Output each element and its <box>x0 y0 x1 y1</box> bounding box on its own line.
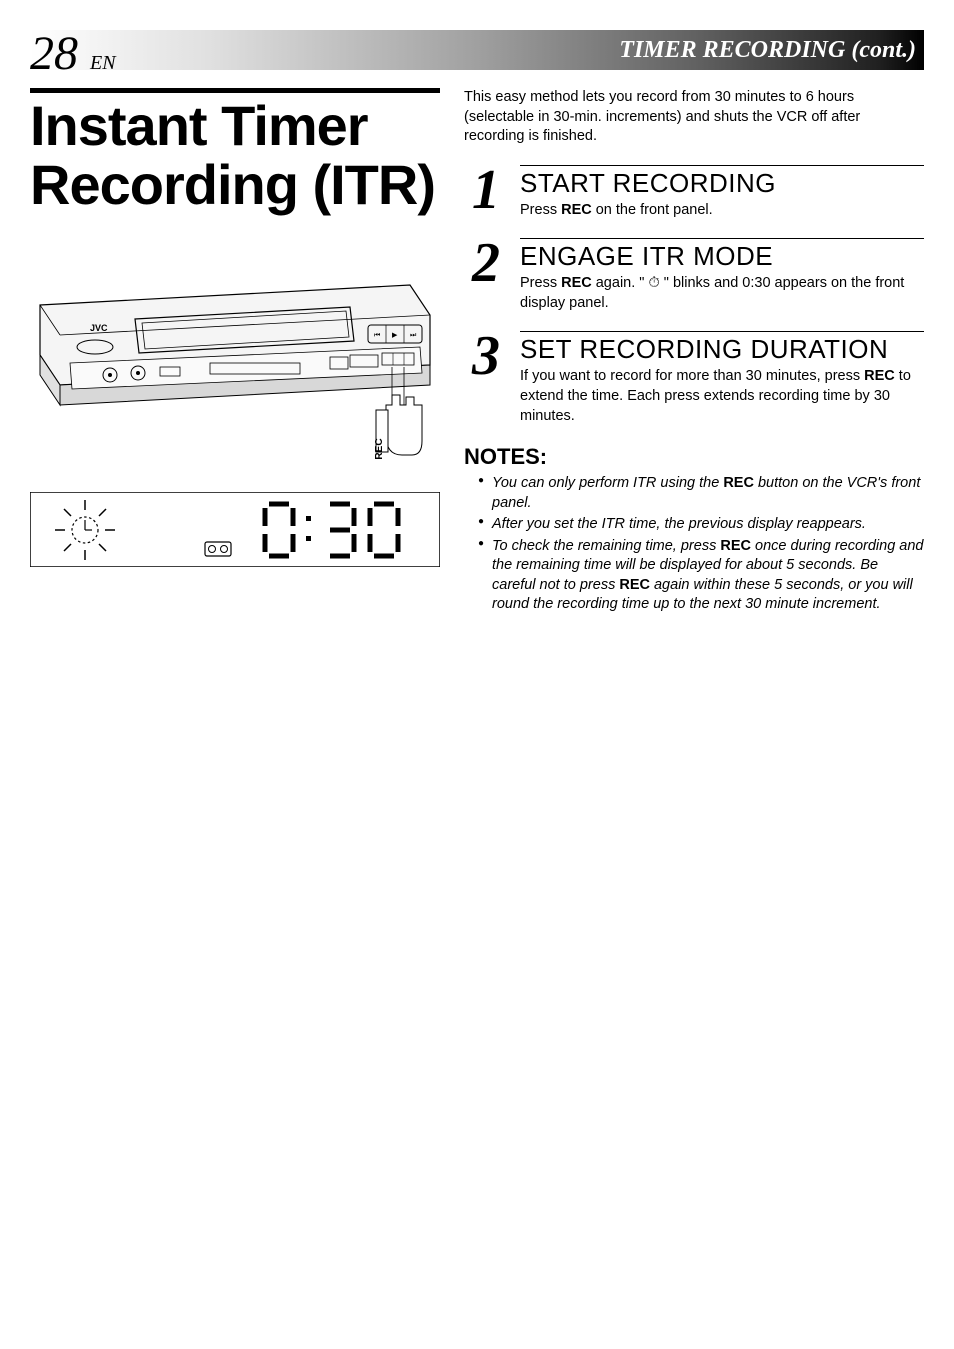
step-number: 3 <box>464 331 508 426</box>
intro-text: This easy method lets you record from 30… <box>464 88 924 147</box>
vcr-svg: JVC ⏮ ▶ ⏭ <box>30 255 440 475</box>
step-number: 2 <box>464 238 508 313</box>
page-number-value: 28 <box>30 27 78 80</box>
clock-blink-icon <box>55 500 115 560</box>
main-title: Instant Timer Recording (ITR) <box>30 97 440 215</box>
vcr-brand-label: JVC <box>90 323 108 333</box>
step-title: ENGAGE ITR MODE <box>520 241 924 272</box>
svg-text:⏮: ⏮ <box>374 332 380 339</box>
step-1: 1 START RECORDING Press REC on the front… <box>464 165 924 221</box>
step-title: START RECORDING <box>520 168 924 199</box>
notes-heading: NOTES: <box>464 444 924 470</box>
svg-text:▶: ▶ <box>392 332 398 339</box>
title-rule <box>30 88 440 93</box>
vcr-illustration: JVC ⏮ ▶ ⏭ <box>30 255 440 572</box>
note-item: After you set the ITR time, the previous… <box>478 515 924 535</box>
page-lang: EN <box>90 52 116 74</box>
header-bar: 28 EN TIMER RECORDING (cont.) <box>30 30 924 70</box>
content-columns: Instant Timer Recording (ITR) JVC <box>30 88 924 617</box>
svg-text:⏭: ⏭ <box>410 332 417 339</box>
note-item: You can only perform ITR using the REC b… <box>478 474 924 513</box>
step-3: 3 SET RECORDING DURATION If you want to … <box>464 331 924 426</box>
manual-page: 28 EN TIMER RECORDING (cont.) Instant Ti… <box>0 0 954 647</box>
step-title: SET RECORDING DURATION <box>520 334 924 365</box>
note-item: To check the remaining time, press REC o… <box>478 537 924 615</box>
display-panel-svg <box>30 492 440 567</box>
step-text: If you want to record for more than 30 m… <box>520 367 924 426</box>
rec-button-label: REC <box>374 438 385 459</box>
section-title: TIMER RECORDING (cont.) <box>619 37 916 64</box>
step-number: 1 <box>464 165 508 221</box>
notes-list: You can only perform ITR using the REC b… <box>464 474 924 615</box>
step-text: Press REC on the front panel. <box>520 201 924 221</box>
left-column: Instant Timer Recording (ITR) JVC <box>30 88 440 617</box>
page-number: 28 EN <box>30 30 116 78</box>
right-column: This easy method lets you record from 30… <box>464 88 924 617</box>
step-2: 2 ENGAGE ITR MODE Press REC again. " ⏱ "… <box>464 238 924 313</box>
step-text: Press REC again. " ⏱ " blinks and 0:30 a… <box>520 274 924 313</box>
